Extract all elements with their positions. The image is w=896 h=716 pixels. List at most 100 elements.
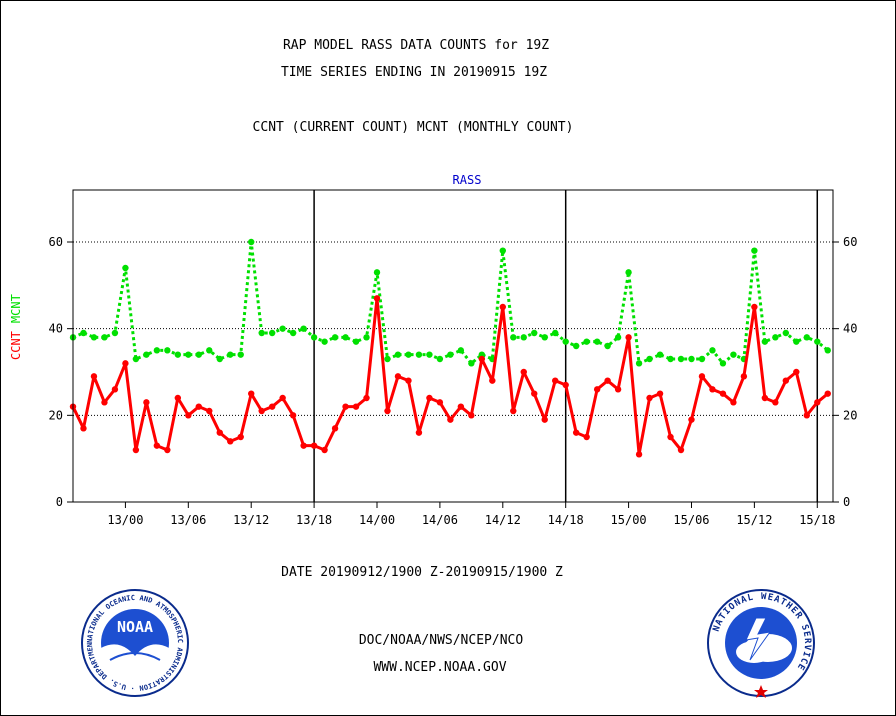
org-label: DOC/NOAA/NWS/NCEP/NCO [358,633,524,648]
data-point-ccnt [520,368,527,376]
data-point-mcnt [80,329,87,337]
data-point-ccnt [499,303,506,311]
data-point-mcnt [426,351,433,358]
data-point-mcnt [625,269,632,276]
data-point-mcnt [268,329,276,337]
data-point-mcnt [132,355,140,363]
data-point-ccnt [824,390,831,397]
data-point-ccnt [803,412,810,419]
data-point-ccnt [447,416,454,423]
x-tick-label: 13/12 [233,513,269,527]
data-point-ccnt [531,390,538,397]
data-point-mcnt [646,355,653,363]
data-point-mcnt [321,338,328,345]
data-point-mcnt [499,247,506,254]
data-point-mcnt [216,355,223,363]
data-point-mcnt [185,351,192,358]
data-point-ccnt [583,433,590,441]
data-point-mcnt [814,338,821,345]
data-point-ccnt [227,438,234,445]
data-point-ccnt [751,303,758,311]
y-tick-label-right: 0 [843,495,850,509]
data-point-mcnt [122,264,129,272]
data-point-mcnt [436,355,444,363]
data-point-ccnt [646,394,653,402]
data-point-mcnt [310,334,318,341]
nws-logo: NATIONAL WEATHER SERVICE [707,589,815,698]
y-tick-label-right: 20 [843,408,857,422]
data-point-ccnt [478,355,486,363]
data-point-mcnt [552,329,559,337]
data-point-mcnt [635,360,643,367]
data-point-mcnt [614,334,622,341]
y-axis-label: CCNT MCNT [9,294,23,360]
data-point-mcnt [248,238,255,246]
data-point-ccnt [111,386,119,393]
data-point-ccnt [793,368,800,376]
x-tick-label: 15/06 [673,513,709,527]
y-axis-label-mcnt: MCNT [9,294,23,323]
data-point-ccnt [510,407,517,415]
data-point-mcnt [531,329,538,337]
data-point-ccnt [268,403,276,410]
data-point-ccnt [730,399,737,406]
data-point-ccnt [90,373,98,380]
data-point-ccnt [80,425,87,432]
data-point-ccnt [719,390,727,397]
data-point-mcnt [227,351,234,358]
url-label[interactable]: WWW.NCEP.NOAA.GOV [373,660,507,675]
x-tick-label: 14/18 [548,513,584,527]
x-tick-label: 13/18 [296,513,332,527]
data-point-ccnt [625,334,632,341]
data-point-ccnt [468,412,475,419]
data-point-ccnt [279,394,286,402]
data-point-mcnt [101,334,108,341]
series-layer [69,238,831,458]
data-point-mcnt [468,360,475,367]
data-point-mcnt [677,355,685,363]
x-tick-label: 14/06 [422,513,458,527]
data-point-ccnt [206,407,213,415]
data-point-ccnt [614,386,622,393]
data-point-mcnt [688,355,695,363]
data-point-ccnt [656,390,664,397]
data-point-mcnt [604,342,611,350]
data-point-ccnt [342,403,349,410]
data-point-ccnt [384,407,391,415]
chart-title-line2: TIME SERIES ENDING IN 20190915 19Z [280,65,548,80]
data-point-mcnt [761,338,769,345]
data-point-ccnt [489,377,496,384]
data-point-ccnt [604,377,611,384]
data-point-ccnt [457,403,465,410]
data-point-ccnt [667,433,674,441]
x-tick-label: 14/12 [485,513,521,527]
y-tick-label-left: 40 [49,322,63,336]
data-point-ccnt [761,394,769,402]
y-axis-label-ccnt: CCNT [9,331,23,360]
data-point-ccnt [185,412,192,419]
data-point-ccnt [258,407,265,415]
x-tick-label: 15/18 [799,513,835,527]
data-point-mcnt [667,355,674,363]
data-point-ccnt [164,446,171,454]
data-point-mcnt [352,338,360,345]
data-point-ccnt [195,403,202,410]
data-point-mcnt [174,351,182,358]
data-point-ccnt [562,381,569,389]
data-point-ccnt [593,386,601,393]
y-tick-label-left: 20 [49,408,63,422]
x-tick-label: 13/00 [107,513,143,527]
data-point-ccnt [405,377,412,384]
x-tick-label: 15/00 [611,513,647,527]
y-tick-label-left: 0 [56,495,63,509]
grid-layer [73,190,833,502]
data-point-mcnt [782,329,790,337]
series-line-ccnt [71,296,829,456]
data-point-mcnt [541,334,548,341]
data-point-ccnt [143,399,150,406]
plot-border [72,189,834,503]
data-point-mcnt [342,334,349,341]
data-point-ccnt [331,425,339,432]
data-point-mcnt [719,360,727,367]
data-point-ccnt [122,360,129,367]
